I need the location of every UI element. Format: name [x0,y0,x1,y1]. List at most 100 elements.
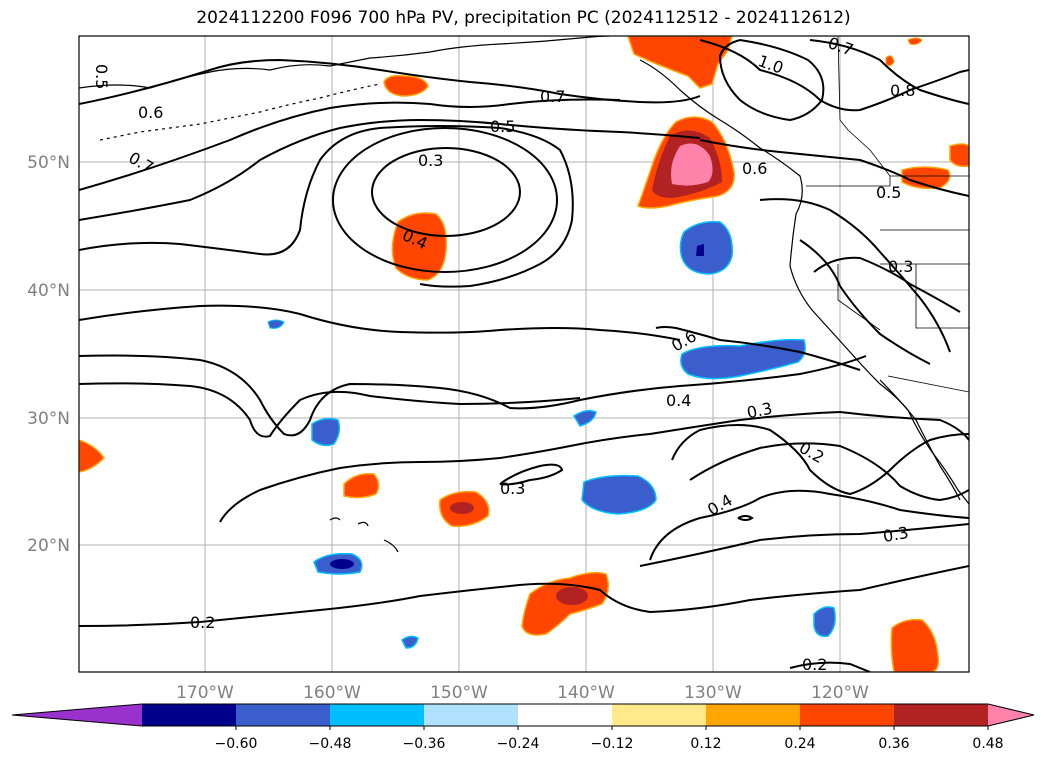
contour-line [699,139,969,197]
precip-area [330,559,354,569]
contour-line [737,515,754,521]
lon-label-130w: 130°W [684,683,742,703]
colorbar-outline [11,703,1035,727]
precip-area [343,472,380,499]
colorbar-tick-label: −0.12 [591,736,634,752]
contour-line [799,239,931,365]
contour-label: 0.3 [500,479,525,498]
precip-area [267,319,285,329]
contour-line [689,442,969,502]
contour-line [699,39,969,112]
colorbar-tick-label: 0.24 [784,736,815,752]
precip-negative [267,220,836,649]
colorbar-tick-label: −0.60 [215,736,258,752]
contour-line [79,354,867,437]
precip-area [696,244,704,256]
precip-area [679,220,733,275]
precip-area [949,143,969,168]
contour-line [813,256,961,313]
contour-line [718,39,825,122]
hawaii [329,517,399,553]
state-borders [837,229,969,331]
baja-peninsula [879,379,961,501]
contour-label: 0.6 [742,159,767,178]
contour-line [79,98,621,191]
contour-label: 0.3 [418,151,443,170]
precip-area [813,606,836,638]
contour-label: 0.6 [138,103,163,122]
colorbar-tick-label: −0.48 [309,736,352,752]
lon-label-160w: 160°W [303,683,361,703]
precip-area [572,409,597,427]
us-mexico-border [887,375,969,393]
colorbar: −0.60 −0.48 −0.36 −0.24 −0.12 0.12 0.24 0.36 0.4… [11,703,1035,752]
contour-line [79,565,969,627]
contour-label: 0.3 [888,257,913,276]
contour-line [79,382,581,438]
lat-label-50n: 50°N [27,153,70,173]
colorbar-extend-min [12,704,142,726]
contour-line [649,489,969,561]
contour-label: 0.8 [890,81,915,100]
lon-axis: 170°W 160°W 150°W 140°W 130°W 120°W [176,683,869,703]
contour-line [809,39,969,105]
contour-line [655,326,861,371]
colorbar-segment [424,704,519,726]
precip-area [901,166,951,190]
precip-area [556,587,588,605]
lat-axis: 50°N 40°N 30°N 20°N [27,153,70,556]
us-canada-border [806,175,969,187]
precip-positive [79,36,969,672]
colorbar-segment [518,704,613,726]
colorbar-tick-label: 0.36 [878,736,909,752]
lon-label-170w: 170°W [176,683,234,703]
contour-line [79,118,701,221]
colorbar-segment [800,704,895,726]
colorbar-segment [612,704,707,726]
map-frame [78,35,970,673]
contour-label: 0.7 [540,87,565,106]
contour-line [671,424,969,496]
lon-label-140w: 140°W [557,683,615,703]
colorbar-tick-label: 0.12 [690,736,721,752]
contour-line [759,198,951,353]
colorbar-segment [894,704,989,726]
colorbar-tick-label: 0.48 [972,736,1003,752]
colorbar-tick-label: −0.36 [403,736,446,752]
precip-area [885,55,895,67]
political-borders [806,36,969,393]
lat-label-40n: 40°N [27,281,70,301]
lon-label-150w: 150°W [430,683,488,703]
precip-area [907,37,923,45]
contour-label: 0.3 [745,399,774,423]
contour-line [789,661,871,672]
lon-label-120w: 120°W [811,683,869,703]
contour-label: 0.2 [190,613,215,632]
precip-area [401,635,419,649]
contour-label: 0.4 [666,391,691,410]
precip-area [890,618,940,672]
pv-contours [79,39,969,672]
contour-label: 0.5 [92,64,111,89]
colorbar-segment [706,704,801,726]
precip-area [311,417,341,447]
contour-line [371,147,521,237]
colorbar-segment [142,704,237,726]
contour-line [499,463,564,486]
precip-area [79,439,105,473]
precip-area [671,143,713,186]
chart-title: 2024112200 F096 700 hPa PV, precipitatio… [196,8,851,28]
contour-line [79,125,574,288]
contour-label: 0.2 [802,655,827,674]
precip-area [383,74,429,97]
contour-line [332,127,558,273]
lat-label-20n: 20°N [27,536,70,556]
precip-area [450,502,474,514]
contour-line [219,410,969,523]
west-coast [639,59,969,505]
colorbar-segment [330,704,425,726]
aleutian-islands [99,83,381,141]
colorbar-tick-label: −0.24 [497,736,540,752]
map-area [79,36,969,672]
